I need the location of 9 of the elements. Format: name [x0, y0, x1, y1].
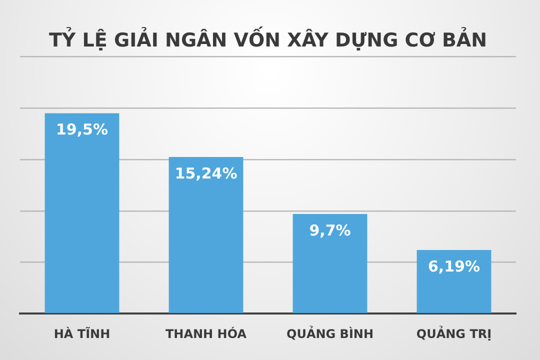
x-tick-label: QUẢNG BÌNH: [286, 324, 374, 341]
data-label: 6,19%: [428, 257, 480, 276]
x-tick-label: THANH HÓA: [166, 326, 248, 341]
x-tick-label: QUẢNG TRỊ: [416, 324, 492, 341]
chart-title: TỶ LỆ GIẢI NGÂN VỐN XÂY DỰNG CƠ BẢN: [48, 25, 488, 52]
data-label: 19,5%: [56, 120, 108, 139]
x-tick-label: HÀ TĨNH: [54, 326, 110, 341]
data-label: 9,7%: [309, 221, 351, 240]
data-label: 15,24%: [174, 164, 238, 182]
